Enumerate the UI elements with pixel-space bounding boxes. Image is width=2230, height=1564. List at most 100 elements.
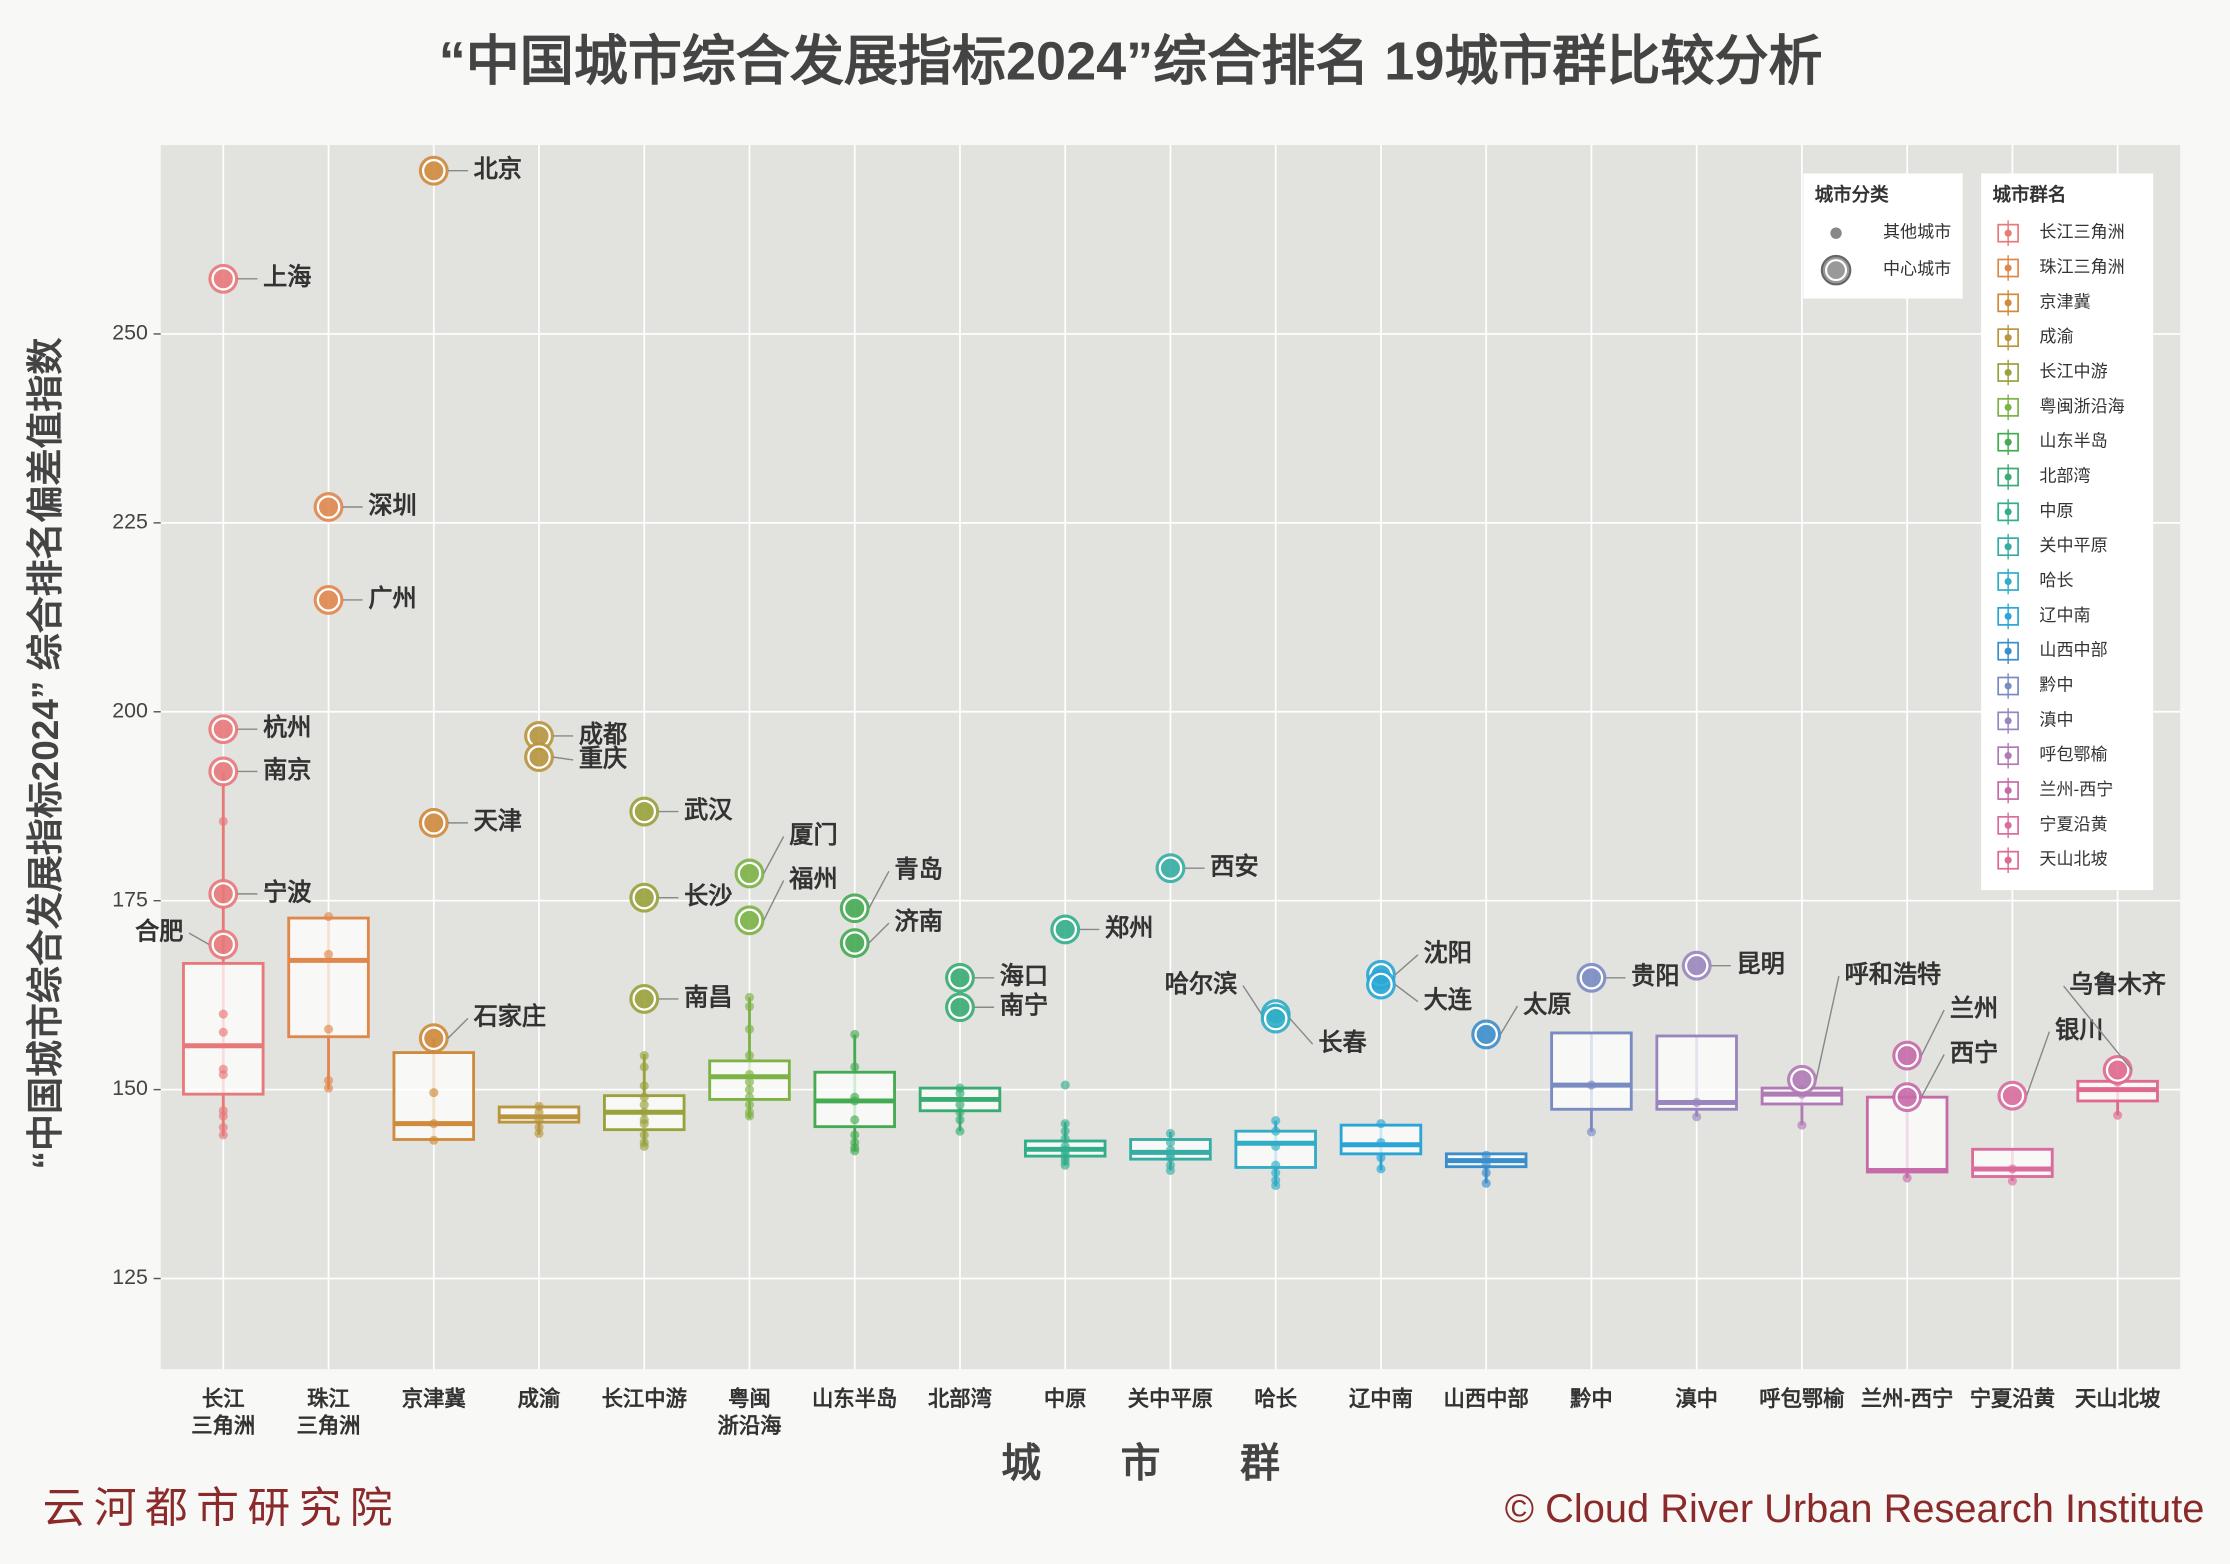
- x-tick-label: 长江中游: [602, 1386, 687, 1411]
- city-label: 福州: [788, 866, 837, 893]
- other-city: [2007, 1164, 2017, 1174]
- other-city: [1376, 1164, 1386, 1174]
- city-label: 南昌: [684, 984, 732, 1011]
- center-ring: [1579, 965, 1604, 990]
- other-city: [323, 1083, 334, 1093]
- legend-label: 长江中游: [2039, 362, 2107, 381]
- leader-line: [868, 870, 890, 909]
- other-city: [850, 1130, 860, 1140]
- other-city: [323, 912, 334, 922]
- city-label: 济南: [895, 908, 943, 936]
- x-tick-label: 天山北坡: [2075, 1387, 2161, 1411]
- other-city: [1586, 1127, 1596, 1137]
- x-tick-label: 辽中南: [1349, 1387, 1413, 1411]
- legend-symbol: [2004, 647, 2012, 655]
- other-city: [955, 1126, 965, 1136]
- center-ring: [1053, 917, 1078, 942]
- y-tick-label: 225: [112, 510, 148, 534]
- other-city: [534, 1115, 544, 1125]
- y-tick-label: 125: [112, 1265, 148, 1289]
- city-label: 大连: [1424, 986, 1473, 1014]
- center-ring: [527, 745, 551, 769]
- city-label: 武汉: [684, 797, 733, 824]
- center-ring: [316, 495, 341, 519]
- other-city: [218, 1122, 228, 1132]
- legend-label: 山东半岛: [2039, 432, 2107, 451]
- city-label: 海口: [1000, 962, 1048, 990]
- leader-line: [2025, 1031, 2051, 1096]
- x-tick-label: 珠江: [307, 1387, 350, 1411]
- legend-symbol: [1825, 259, 1848, 282]
- legend: 城市分类 城市群名 其他城市 中心城市 长江三角洲珠江三角洲京津冀成渝长江中游粤…: [1803, 173, 2154, 891]
- city-label: 石家庄: [473, 1003, 546, 1031]
- other-city: [1271, 1168, 1281, 1178]
- center-ring: [211, 717, 236, 741]
- leader-line: [1499, 1005, 1519, 1035]
- center-ring: [421, 811, 446, 835]
- center-ring: [1158, 856, 1183, 881]
- x-tick-label: 浙沿海: [717, 1413, 781, 1438]
- legend-label: 呼包鄂榆: [2039, 745, 2107, 764]
- legend-symbol: [2004, 856, 2012, 864]
- source-right: © Cloud River Urban Research Institute: [1505, 1487, 2205, 1531]
- other-city: [955, 1088, 965, 1098]
- center-ring: [842, 896, 867, 921]
- y-axis-label: “中国城市综合发展指标2024” 综合排名偏差值指数: [24, 338, 66, 1170]
- other-city: [744, 1001, 755, 1012]
- city-label: 成都: [579, 721, 627, 748]
- leader-line: [553, 756, 574, 761]
- other-city: [1271, 1141, 1281, 1151]
- other-city: [1692, 1112, 1702, 1122]
- center-ring: [316, 588, 341, 612]
- x-tick-label: 呼包鄂榆: [1759, 1386, 1845, 1411]
- other-city: [1271, 1116, 1281, 1126]
- other-city: [639, 1051, 649, 1061]
- other-city: [639, 1119, 649, 1129]
- other-city: [429, 1088, 439, 1098]
- legend-label: 黔中: [2039, 676, 2073, 695]
- legend-symbol: [2004, 717, 2012, 725]
- other-city: [744, 992, 755, 1002]
- other-city: [850, 1096, 860, 1106]
- leader-line: [1920, 1009, 1945, 1056]
- center-ring: [211, 759, 236, 784]
- legend-title: 城市群名: [1992, 184, 2066, 205]
- center-ring: [2105, 1058, 2130, 1082]
- legend-label: 其他城市: [1883, 223, 1951, 242]
- box: [287, 916, 370, 1039]
- legend-symbol: [2004, 543, 2012, 551]
- legend-label: 辽中南: [2039, 606, 2090, 625]
- other-city: [534, 1107, 544, 1117]
- city-label: 银川: [2055, 1016, 2103, 1044]
- other-city: [639, 1062, 649, 1072]
- leader-line: [188, 932, 210, 946]
- legend-label: 哈长: [2039, 571, 2073, 590]
- other-city: [429, 1119, 439, 1129]
- legend-label: 天山北坡: [2039, 850, 2107, 869]
- city-label: 广州: [368, 584, 416, 612]
- leader-line: [763, 880, 785, 921]
- legend-symbol: [2004, 508, 2012, 516]
- x-axis-label: 城市群: [1001, 1441, 1359, 1485]
- leader-line: [2063, 985, 2133, 1071]
- legend-label: 宁夏沿黄: [2039, 815, 2107, 834]
- other-city: [639, 1081, 649, 1091]
- center-ring: [632, 799, 657, 824]
- city-label: 合肥: [135, 918, 183, 946]
- legend-label: 成渝: [2039, 327, 2073, 346]
- other-city: [218, 1069, 228, 1080]
- other-city: [850, 1029, 860, 1039]
- x-tick-label: 兰州-西宁: [1861, 1386, 1953, 1411]
- legend-symbol: [2004, 473, 2012, 481]
- other-city: [850, 1146, 860, 1156]
- other-city: [1481, 1160, 1491, 1170]
- legend-symbol: [2004, 612, 2012, 620]
- legend-label: 中心城市: [1883, 260, 1951, 279]
- other-city: [744, 1051, 755, 1061]
- other-city: [1271, 1126, 1281, 1136]
- x-tick-label: 粤闽: [728, 1386, 771, 1411]
- other-city: [1060, 1134, 1070, 1144]
- x-tick-label: 三角洲: [297, 1413, 361, 1438]
- city-label: 昆明: [1736, 951, 1784, 978]
